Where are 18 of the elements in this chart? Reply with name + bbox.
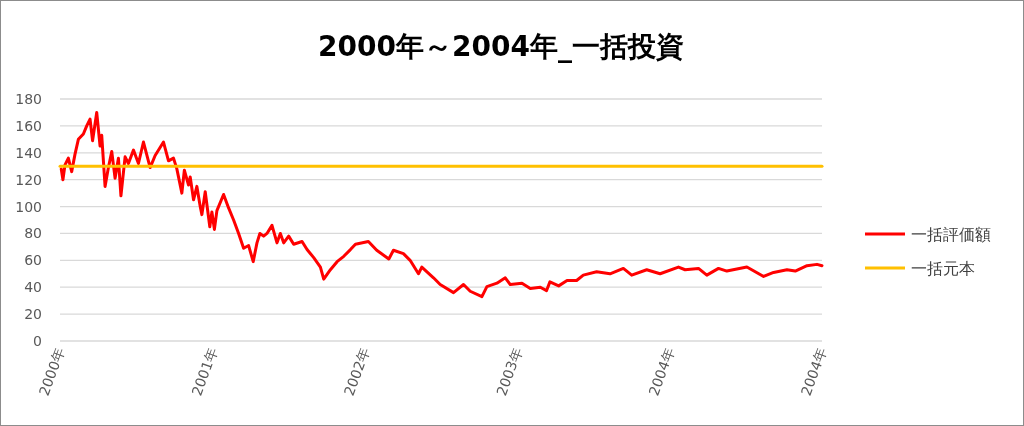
x-tick-label: 2003年: [493, 345, 526, 398]
x-tick-label: 2002年: [340, 345, 373, 398]
chart-title: 2000年～2004年_一括投資: [318, 30, 684, 63]
y-tick-label: 140: [15, 144, 42, 161]
legend-label: 一括元本: [911, 259, 975, 278]
x-tick-label: 2001年: [188, 345, 221, 398]
y-tick-label: 60: [24, 252, 42, 269]
x-tick-label: 2004年: [797, 345, 830, 398]
y-tick-label: 160: [15, 117, 42, 134]
y-tick-label: 100: [15, 198, 42, 215]
line-series: [59, 110, 824, 299]
y-tick-label: 80: [24, 225, 42, 242]
legend-label: 一括評価額: [911, 225, 991, 244]
y-tick-label: 40: [24, 279, 42, 296]
y-tick-label: 180: [15, 91, 42, 107]
y-tick-label: 120: [15, 171, 42, 188]
y-tick-label: 20: [24, 306, 42, 323]
x-tick-label: 2004年: [645, 345, 678, 398]
